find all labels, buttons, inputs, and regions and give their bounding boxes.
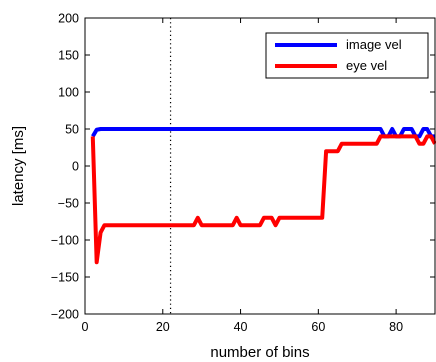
legend-label-image-vel: image vel [346,37,402,52]
y-tick-label: 200 [58,12,79,26]
x-tick-label: 20 [156,320,170,334]
y-tick-label: −200 [51,308,79,322]
x-tick-label: 40 [234,320,248,334]
ticks-layer [84,17,435,315]
y-tick-label: 0 [72,160,79,174]
legend: image vel eye vel [265,32,429,79]
y-tick-label: −100 [51,234,79,248]
y-tick-label: 100 [58,86,79,100]
x-tick-label: 60 [311,320,325,334]
x-axis-title: number of bins [210,344,309,361]
x-tick-label: 80 [389,320,403,334]
legend-box [265,32,429,79]
y-tick-label: 150 [58,49,79,63]
legend-label-eye-vel: eye vel [346,58,387,73]
y-tick-label: −50 [58,197,79,211]
tick-labels-layer: 0 20 40 60 80 −200 −150 −100 −50 0 50 100 150 200 [51,12,403,335]
y-tick-label: 50 [65,123,79,137]
y-axis-title: latency [ms] [10,126,27,206]
series-line-eye-vel [90,134,436,265]
x-tick-label: 0 [82,320,89,334]
y-tick-label: −150 [51,271,79,285]
series-layer [90,127,436,265]
